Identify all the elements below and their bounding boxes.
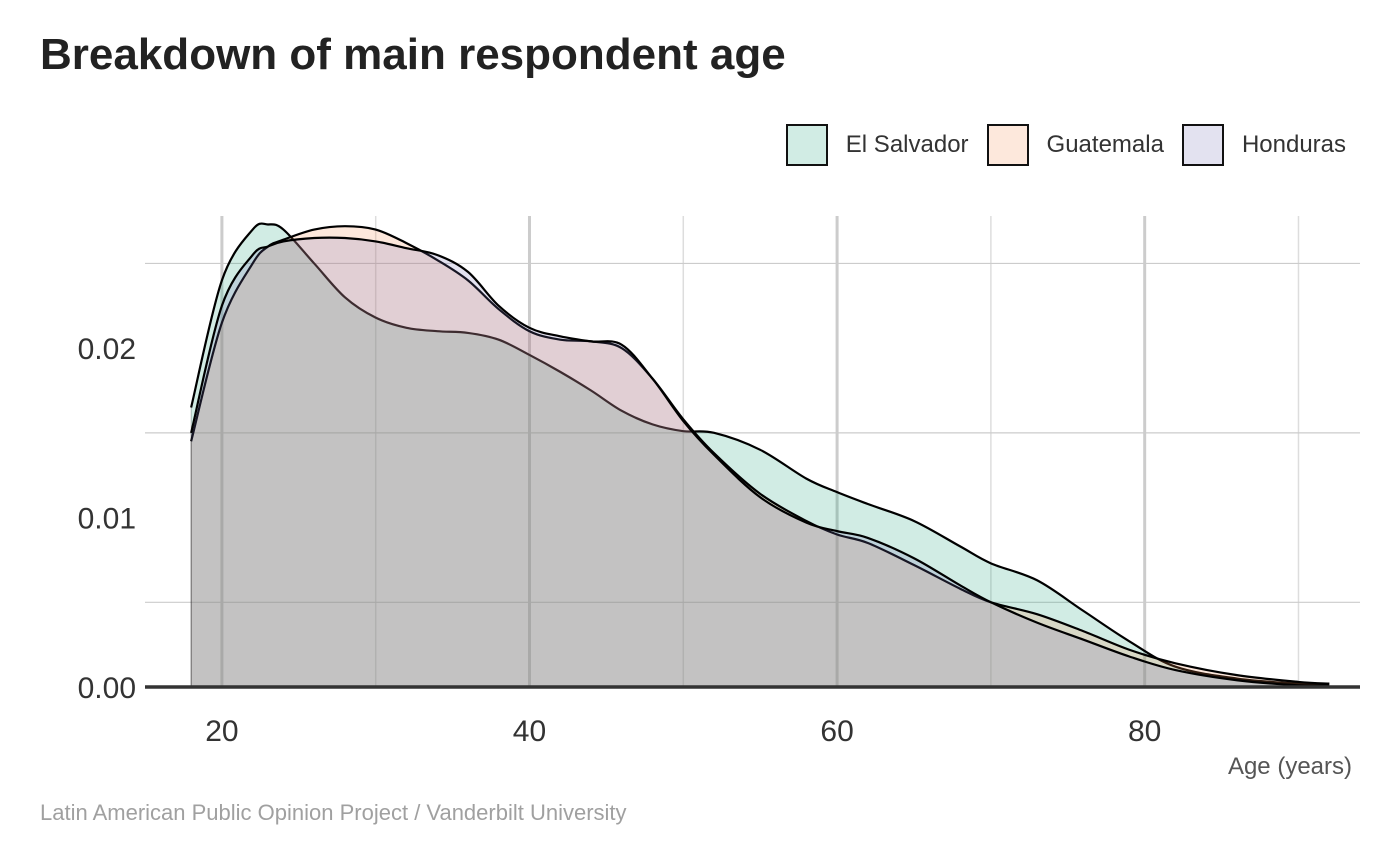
legend-item-el-salvador: El Salvador	[785, 124, 969, 166]
legend-label-el-salvador: El Salvador	[845, 131, 969, 158]
x-tick-label: 20	[205, 715, 238, 748]
legend-label-guatemala: Guatemala	[1046, 131, 1164, 158]
legend-swatch-guatemala	[986, 124, 1029, 166]
x-tick-label: 80	[1128, 715, 1161, 748]
legend-swatch-honduras	[1181, 124, 1224, 166]
legend-label-honduras: Honduras	[1241, 131, 1346, 158]
grid-lines	[145, 216, 1360, 687]
legend-swatch-el-salvador	[785, 124, 828, 166]
legend: El Salvador Guatemala Honduras	[768, 124, 1346, 166]
y-tick-label: 0.00	[78, 672, 136, 705]
density-area-guatemala	[191, 226, 1330, 687]
density-areas	[190, 222, 1330, 687]
tick-labels: 20 40 60 80 0.00 0.01 0.02	[78, 333, 1162, 748]
x-tick-label: 40	[513, 715, 546, 748]
caption: Latin American Public Opinion Project / …	[40, 800, 627, 825]
density-area-honduras	[191, 237, 1330, 687]
x-tick-label: 60	[820, 715, 853, 748]
y-tick-label: 0.02	[78, 333, 136, 366]
y-tick-label: 0.01	[78, 503, 136, 536]
density-line-el-salvador	[190, 222, 1330, 686]
density-line-honduras	[190, 236, 1330, 687]
chart-title: Breakdown of main respondent age	[40, 30, 786, 79]
x-axis-title: Age (years)	[1228, 753, 1352, 780]
legend-item-honduras: Honduras	[1181, 124, 1346, 166]
legend-item-guatemala: Guatemala	[986, 124, 1164, 166]
density-area-el-salvador	[191, 223, 1330, 687]
